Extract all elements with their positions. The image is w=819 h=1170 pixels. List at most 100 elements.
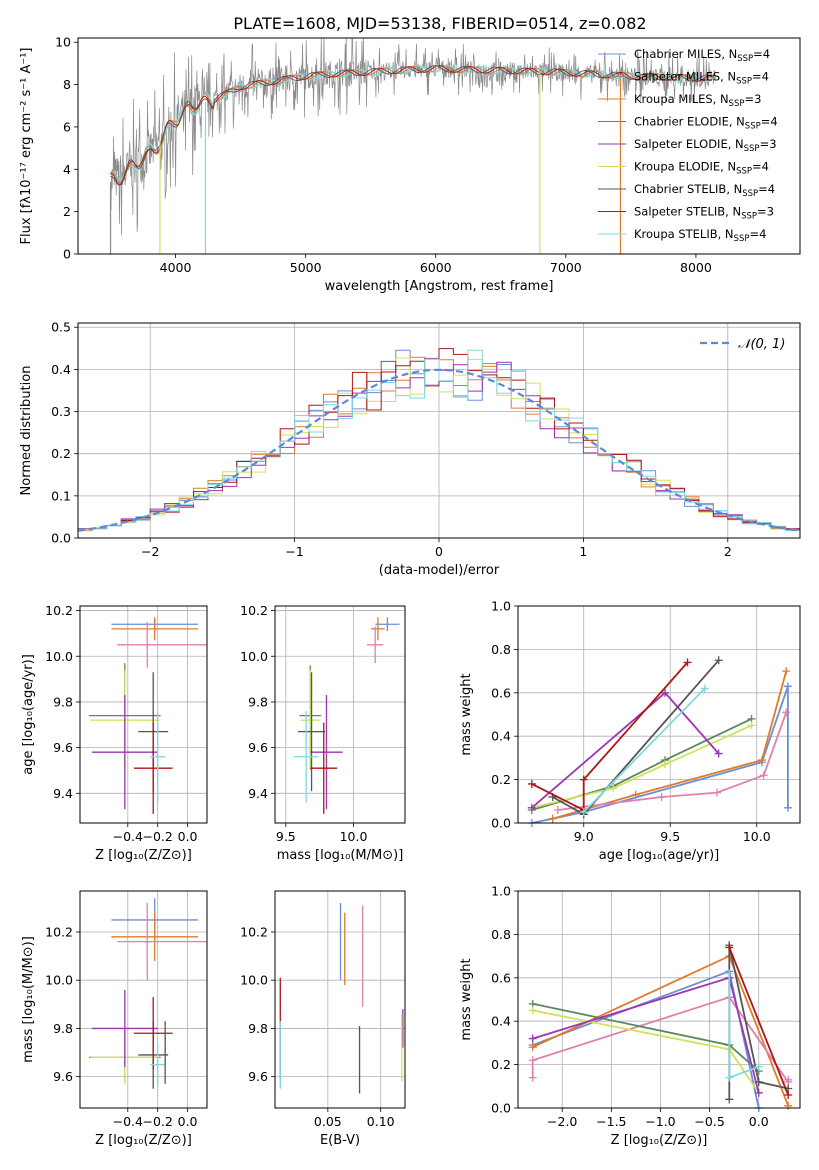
x-axis-label: Z [log₁₀(Z/Z⊙)] <box>95 1133 192 1148</box>
plus-marker <box>757 756 766 765</box>
legend-sub: SSP <box>744 144 760 154</box>
plus-marker <box>631 790 640 799</box>
x-tick-label: 0 <box>435 544 443 559</box>
legend-tail: =3 <box>760 137 777 151</box>
line-plot <box>528 941 793 1112</box>
x-tick-label: 0.05 <box>314 1114 342 1129</box>
legend-tail: =3 <box>757 205 774 219</box>
x-tick-label: 9.5 <box>276 829 296 844</box>
legend-sub: SSP <box>736 167 752 177</box>
axes-frame <box>79 605 208 824</box>
y-tick-label: 0.4 <box>51 362 71 377</box>
plus-marker <box>528 1034 537 1043</box>
x-tick-label: 2 <box>724 544 732 559</box>
x-tick-label: −0.5 <box>694 1114 724 1129</box>
y-tick-label: 1.0 <box>491 884 511 899</box>
y-tick-label: 0.4 <box>491 729 511 744</box>
plus-marker <box>784 1090 793 1099</box>
normal-curve <box>78 368 800 532</box>
legend-label: Kroupa STELIB, N <box>634 227 734 241</box>
y-tick-label: 0.0 <box>51 531 71 546</box>
x-tick-label: −0.2 <box>143 1114 173 1129</box>
plus-marker <box>527 779 536 788</box>
legend: Chabrier MILES, NSSP=4 Salpeter MILES, N S… <box>598 47 778 244</box>
series-line <box>531 661 689 812</box>
x-tick-label: 6000 <box>420 260 452 275</box>
data-point <box>144 903 151 981</box>
legend-tail: =4 <box>753 47 770 61</box>
legend-entry: Chabrier ELODIE, NSSP=4 <box>634 115 778 132</box>
data-point <box>310 695 343 810</box>
x-tick-label: −1.5 <box>596 1114 626 1129</box>
data-point <box>371 617 385 641</box>
plus-marker <box>714 656 723 665</box>
legend-label: Salpeter MILES, N <box>634 70 736 84</box>
series-data-flux <box>110 38 716 236</box>
x-tick-label: 8000 <box>680 260 712 275</box>
data-point <box>111 617 199 641</box>
plus-marker <box>725 969 734 978</box>
legend: 𝒩(0, 1) <box>700 337 785 352</box>
axes-frame <box>517 605 801 824</box>
plus-marker <box>782 708 791 717</box>
plus-marker <box>528 1006 537 1015</box>
y-axis-label: Flux [fλ10⁻¹⁷ erg cm⁻² s⁻¹ A⁻¹] <box>19 48 34 245</box>
plus-marker <box>528 1043 537 1052</box>
y-tick-label: 0.6 <box>491 970 511 985</box>
y-tick-label: 9.8 <box>53 694 73 709</box>
axes-massweight_vs_Z: −2.0 −1.5 −1.0 −0.5 0.0 0.0 0.2 0.4 0.6 0.8 1.0 Z [… <box>459 884 801 1148</box>
legend-sub: SSP <box>741 212 757 222</box>
plus-marker <box>657 792 666 801</box>
x-tick-label: 0.0 <box>178 829 198 844</box>
data-point <box>133 997 173 1070</box>
axes-frame <box>77 37 801 255</box>
legend-entry: Kroupa ELODIE, NSSP=4 <box>634 160 769 177</box>
y-tick-label: 9.4 <box>248 786 268 801</box>
x-tick-label: 7000 <box>550 260 582 275</box>
axes-frame <box>274 605 406 824</box>
legend-tail: =4 <box>758 182 775 196</box>
y-axis-label: mass [log₁₀(M/M⊙)] <box>21 936 36 1063</box>
axes-mass_vs_EBV: 0.05 0.10 9.6 9.8 10.0 10.2 E(B-V) <box>240 890 406 1148</box>
plus-marker <box>528 1073 537 1082</box>
data-point <box>150 711 166 803</box>
y-tick-label: 10.0 <box>45 973 73 988</box>
y-tick-label: 4 <box>63 162 71 177</box>
series-line <box>531 724 752 809</box>
plus-marker <box>725 1073 734 1082</box>
legend-entry: Kroupa MILES, NSSP=3 <box>634 92 761 109</box>
data-point <box>367 626 384 664</box>
series-line <box>583 687 706 813</box>
y-tick-label: 9.4 <box>53 786 73 801</box>
legend-sub: SSP <box>729 99 745 109</box>
y-tick-label: 9.6 <box>53 740 73 755</box>
plus-marker <box>553 805 562 814</box>
axes-age_vs_Z: −0.4 −0.2 0.0 9.4 9.6 9.8 10.0 10.2 Z [log₁₀(Z/Z… <box>21 603 208 863</box>
y-tick-label: 9.8 <box>248 1021 268 1036</box>
plus-marker <box>754 1077 763 1086</box>
plus-marker <box>661 688 670 697</box>
y-tick-label: 0.4 <box>491 1014 511 1029</box>
legend-entry: Chabrier MILES, NSSP=4 <box>634 47 770 64</box>
data-point <box>91 695 158 810</box>
y-tick-label: 1.0 <box>491 599 511 614</box>
y-tick-label: 9.8 <box>248 694 268 709</box>
y-tick-label: 10.2 <box>240 924 268 939</box>
x-tick-label: 0.10 <box>367 1114 395 1129</box>
series-line <box>552 670 788 820</box>
legend-sub: SSP <box>745 122 761 132</box>
y-tick-label: 10.0 <box>45 649 73 664</box>
plus-marker <box>548 814 557 823</box>
series-model <box>110 65 716 186</box>
x-tick-label: −0.4 <box>113 829 143 844</box>
y-tick-label: 10 <box>55 35 71 50</box>
y-tick-label: 0.8 <box>491 927 511 942</box>
legend-tail: =3 <box>744 92 761 106</box>
y-tick-label: 8 <box>63 77 71 92</box>
plus-marker <box>754 1062 763 1071</box>
x-tick-label: 10.0 <box>743 829 771 844</box>
data-point <box>293 711 319 803</box>
plus-marker <box>754 1088 763 1097</box>
legend-tail: =4 <box>752 160 769 174</box>
plus-marker <box>683 658 692 667</box>
